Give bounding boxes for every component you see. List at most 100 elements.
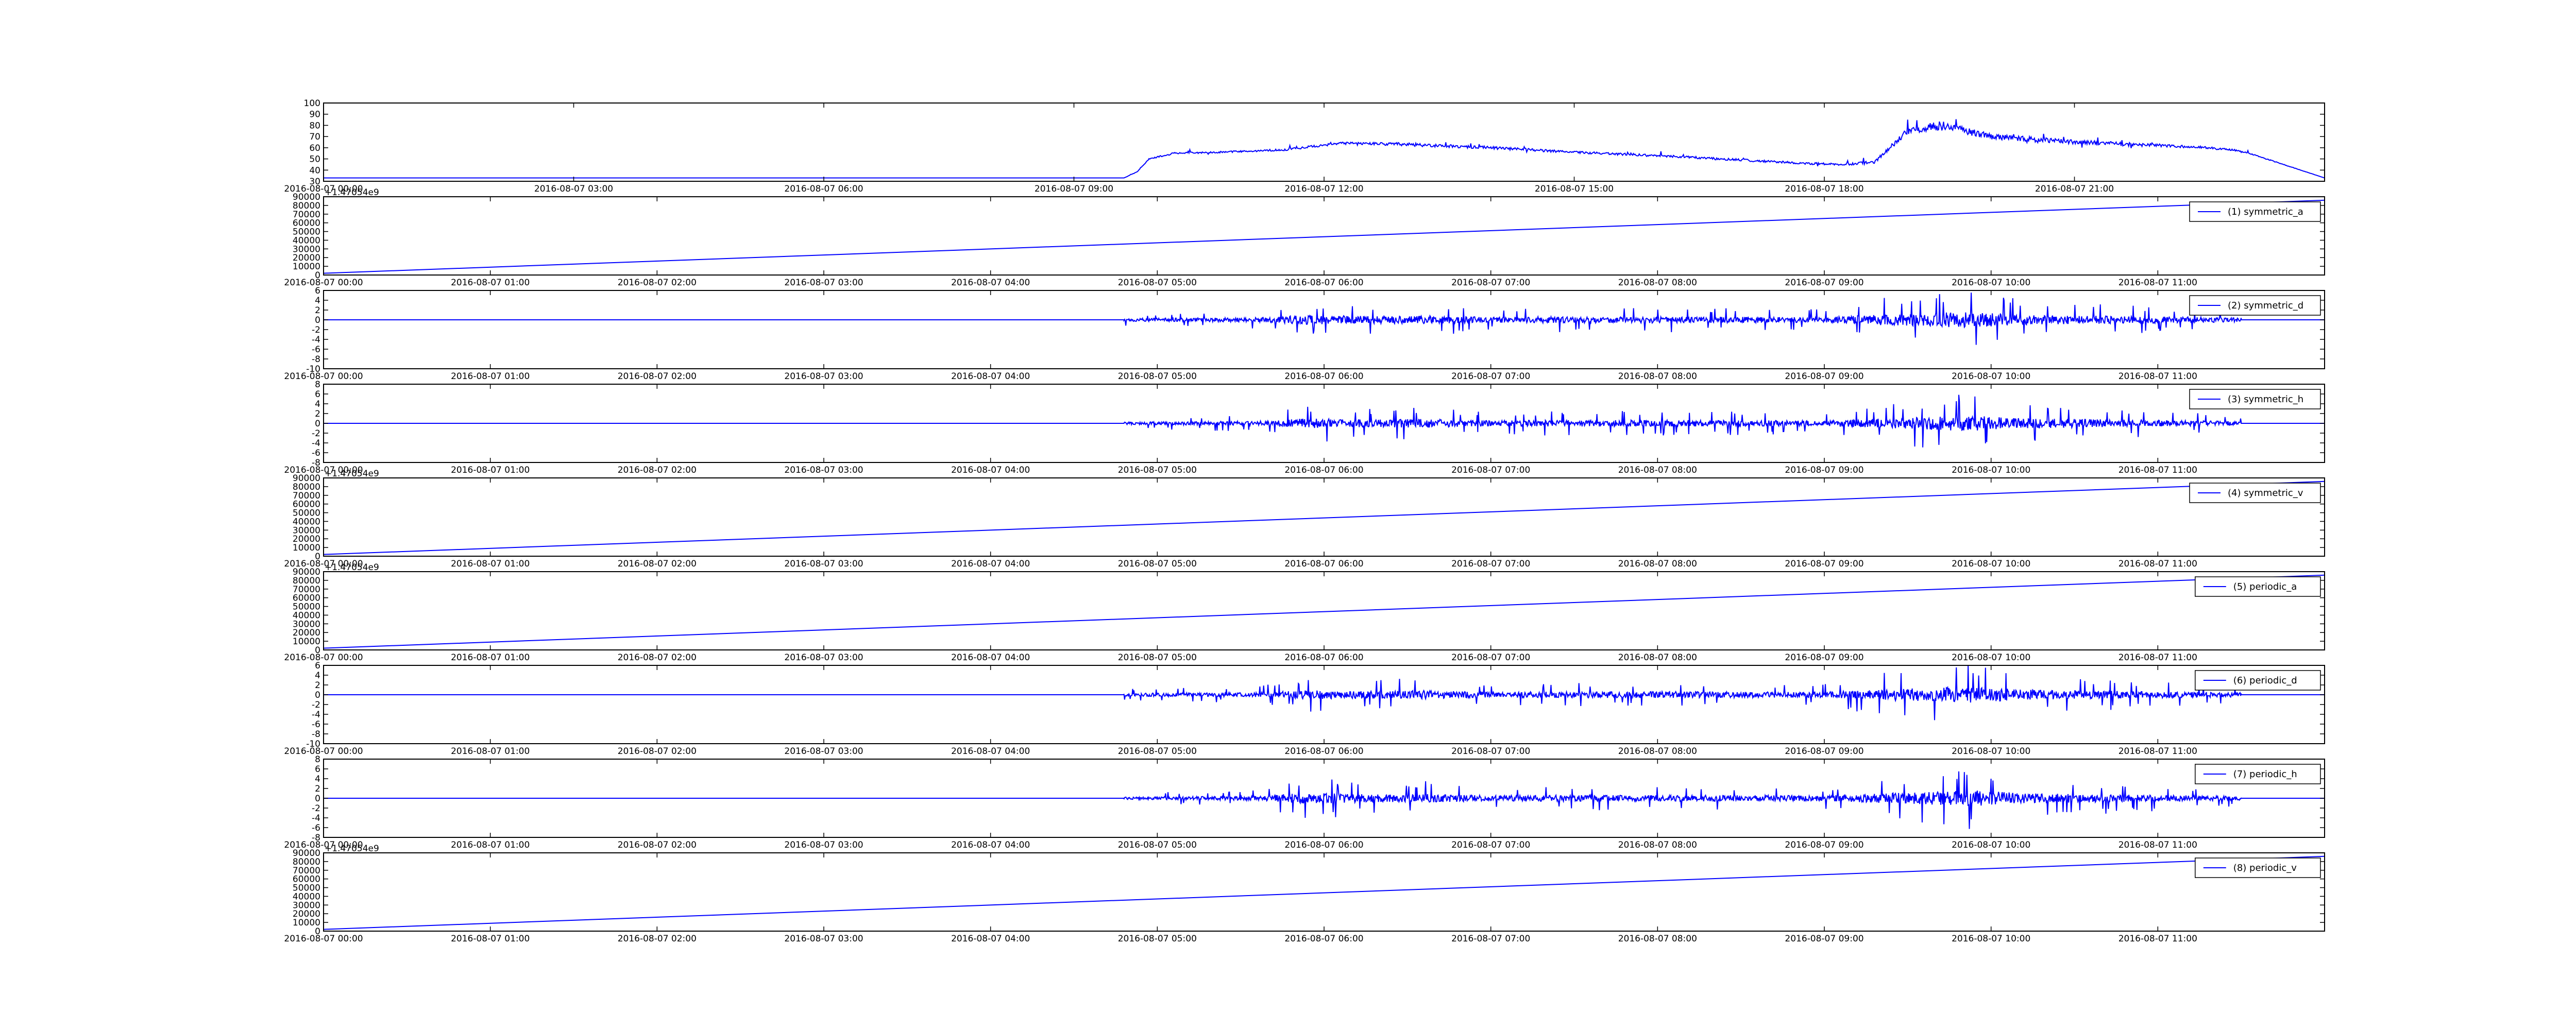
y-tick-label: -4 <box>312 335 320 345</box>
subplot-6: 0100002000030000400005000060000700008000… <box>284 562 2325 663</box>
x-tick-label: 2016-08-07 01:00 <box>451 559 530 569</box>
axes-frame <box>323 852 2325 932</box>
x-tick-label: 2016-08-07 07:00 <box>1451 559 1530 569</box>
y-tick-label: 20000 <box>293 909 320 919</box>
legend-label: (8) periodic_v <box>2233 863 2297 873</box>
x-tick-label: 2016-08-07 09:00 <box>1785 559 1863 569</box>
y-tick-label: 40000 <box>293 891 320 902</box>
legend: (2) symmetric_d <box>2189 295 2321 316</box>
y-tick-label: 60000 <box>293 500 320 510</box>
x-tick-label: 2016-08-07 00:00 <box>284 465 363 475</box>
x-tick-label: 2016-08-07 02:00 <box>618 746 697 757</box>
offset-label: +1.47054e9 <box>325 562 379 573</box>
y-tick-label: -8 <box>312 458 320 468</box>
x-tick-label: 2016-08-07 01:00 <box>451 653 530 663</box>
y-tick-label: -2 <box>312 803 320 814</box>
y-tick-label: -4 <box>312 710 320 720</box>
y-tick-label: 30000 <box>293 525 320 536</box>
series-line <box>324 480 2325 555</box>
x-tick-label: 2016-08-07 10:00 <box>1952 371 2030 382</box>
x-tick-label: 2016-08-07 05:00 <box>1118 371 1197 382</box>
y-tick-label: 0 <box>315 645 320 656</box>
y-tick-label: 6 <box>315 389 320 400</box>
x-tick-label: 2016-08-07 11:00 <box>2119 840 2197 850</box>
x-tick-label: 2016-08-07 01:00 <box>451 371 530 382</box>
y-tick-label: 10000 <box>293 918 320 928</box>
x-tick-label: 2016-08-07 06:00 <box>1284 934 1363 944</box>
offset-label: +1.47054e9 <box>325 844 379 854</box>
y-tick-label: 0 <box>315 794 320 804</box>
x-tick-label: 2016-08-07 15:00 <box>1535 184 1614 194</box>
x-tick-label: 2016-08-07 10:00 <box>1952 934 2030 944</box>
x-tick-label: 2016-08-07 06:00 <box>1284 746 1363 757</box>
y-tick-label: 20000 <box>293 628 320 638</box>
x-tick-label: 2016-08-07 02:00 <box>618 465 697 475</box>
legend-label: (4) symmetric_v <box>2228 488 2303 499</box>
y-tick-label: 2 <box>315 409 320 419</box>
x-tick-label: 2016-08-07 00:00 <box>284 559 363 569</box>
y-tick-label: 10000 <box>293 543 320 553</box>
x-tick-label: 2016-08-07 04:00 <box>951 840 1030 850</box>
x-tick-label: 2016-08-07 12:00 <box>1284 184 1363 194</box>
x-tick-label: 2016-08-07 07:00 <box>1451 653 1530 663</box>
x-tick-label: 2016-08-07 11:00 <box>2119 934 2197 944</box>
offset-label: +1.47054e9 <box>325 187 379 198</box>
x-tick-label: 2016-08-07 10:00 <box>1952 559 2030 569</box>
y-tick-label: 4 <box>315 399 320 409</box>
y-tick-label: 70000 <box>293 585 320 595</box>
legend-label: (7) periodic_h <box>2233 769 2297 780</box>
y-tick-label: 100 <box>304 98 320 109</box>
x-tick-label: 2016-08-07 05:00 <box>1118 934 1197 944</box>
y-tick-label: 90000 <box>293 848 320 859</box>
x-tick-label: 2016-08-07 11:00 <box>2119 559 2197 569</box>
y-tick-label: 0 <box>315 552 320 562</box>
subplot-5: 0100002000030000400005000060000700008000… <box>284 469 2325 569</box>
x-tick-label: 2016-08-07 09:00 <box>1785 371 1863 382</box>
y-tick-label: 2 <box>315 305 320 316</box>
y-tick-label: -6 <box>312 345 320 355</box>
x-tick-label: 2016-08-07 03:00 <box>784 934 863 944</box>
x-tick-label: 2016-08-07 11:00 <box>2119 278 2197 288</box>
x-tick-label: 2016-08-07 11:00 <box>2119 371 2197 382</box>
x-tick-label: 2016-08-07 01:00 <box>451 278 530 288</box>
x-tick-label: 2016-08-07 10:00 <box>1952 746 2030 757</box>
y-tick-label: 50000 <box>293 883 320 894</box>
y-tick-label: -8 <box>312 354 320 365</box>
x-tick-label: 2016-08-07 02:00 <box>618 840 697 850</box>
legend: (4) symmetric_v <box>2189 483 2321 503</box>
x-tick-label: 2016-08-07 05:00 <box>1118 559 1197 569</box>
x-tick-label: 2016-08-07 06:00 <box>1284 465 1363 475</box>
x-tick-label: 2016-08-07 09:00 <box>1035 184 1113 194</box>
y-tick-label: -6 <box>312 823 320 833</box>
x-tick-label: 2016-08-07 08:00 <box>1618 559 1697 569</box>
x-tick-label: 2016-08-07 06:00 <box>1284 653 1363 663</box>
y-tick-label: 60000 <box>293 593 320 604</box>
x-tick-label: 2016-08-07 07:00 <box>1451 371 1530 382</box>
y-tick-label: 4 <box>315 296 320 306</box>
x-tick-label: 2016-08-07 11:00 <box>2119 653 2197 663</box>
series-line <box>324 665 2325 720</box>
x-tick-label: 2016-08-07 04:00 <box>951 278 1030 288</box>
y-tick-label: 70 <box>309 132 320 142</box>
x-tick-label: 2016-08-07 02:00 <box>618 278 697 288</box>
x-tick-label: 2016-08-07 07:00 <box>1451 840 1530 850</box>
series-line <box>324 199 2325 274</box>
legend-label: (5) periodic_a <box>2233 581 2297 592</box>
x-tick-label: 2016-08-07 00:00 <box>284 371 363 382</box>
x-tick-label: 2016-08-07 10:00 <box>1952 278 2030 288</box>
legend-label: (2) symmetric_d <box>2228 300 2303 311</box>
x-tick-label: 2016-08-07 03:00 <box>784 746 863 757</box>
y-tick-label: 50000 <box>293 602 320 612</box>
y-tick-label: 50000 <box>293 227 320 237</box>
x-tick-label: 2016-08-07 00:00 <box>284 840 363 850</box>
y-tick-label: 70000 <box>293 491 320 501</box>
x-tick-label: 2016-08-07 02:00 <box>618 934 697 944</box>
y-tick-label: 2 <box>315 784 320 794</box>
y-tick-label: 50000 <box>293 508 320 519</box>
y-tick-label: 70000 <box>293 210 320 220</box>
